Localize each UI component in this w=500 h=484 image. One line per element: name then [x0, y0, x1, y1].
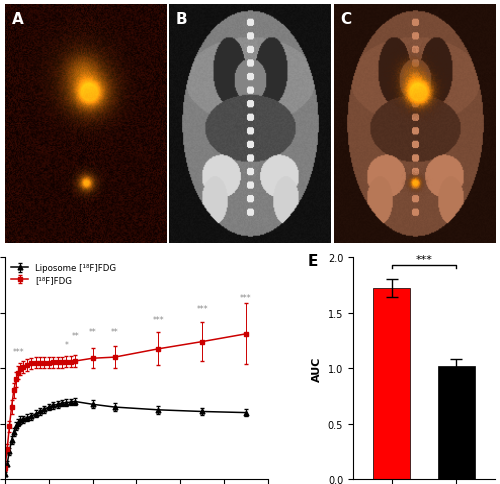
Text: **: **: [88, 327, 96, 336]
Text: **: **: [110, 327, 118, 336]
Text: ***: ***: [240, 293, 252, 302]
Y-axis label: AUC: AUC: [312, 356, 322, 381]
Text: ***: ***: [12, 348, 24, 356]
Text: **: **: [71, 332, 79, 341]
Legend: Liposome [¹⁸F]FDG, [¹⁸F]FDG: Liposome [¹⁸F]FDG, [¹⁸F]FDG: [10, 262, 118, 286]
Text: ***: ***: [196, 304, 208, 313]
Text: E: E: [308, 253, 318, 268]
Text: ***: ***: [416, 255, 432, 264]
Bar: [438, 366, 475, 479]
Bar: [373, 289, 410, 479]
Text: C: C: [340, 12, 351, 27]
Text: ***: ***: [152, 315, 164, 324]
Text: B: B: [176, 12, 188, 27]
Text: A: A: [12, 12, 23, 27]
Text: *: *: [64, 340, 68, 349]
